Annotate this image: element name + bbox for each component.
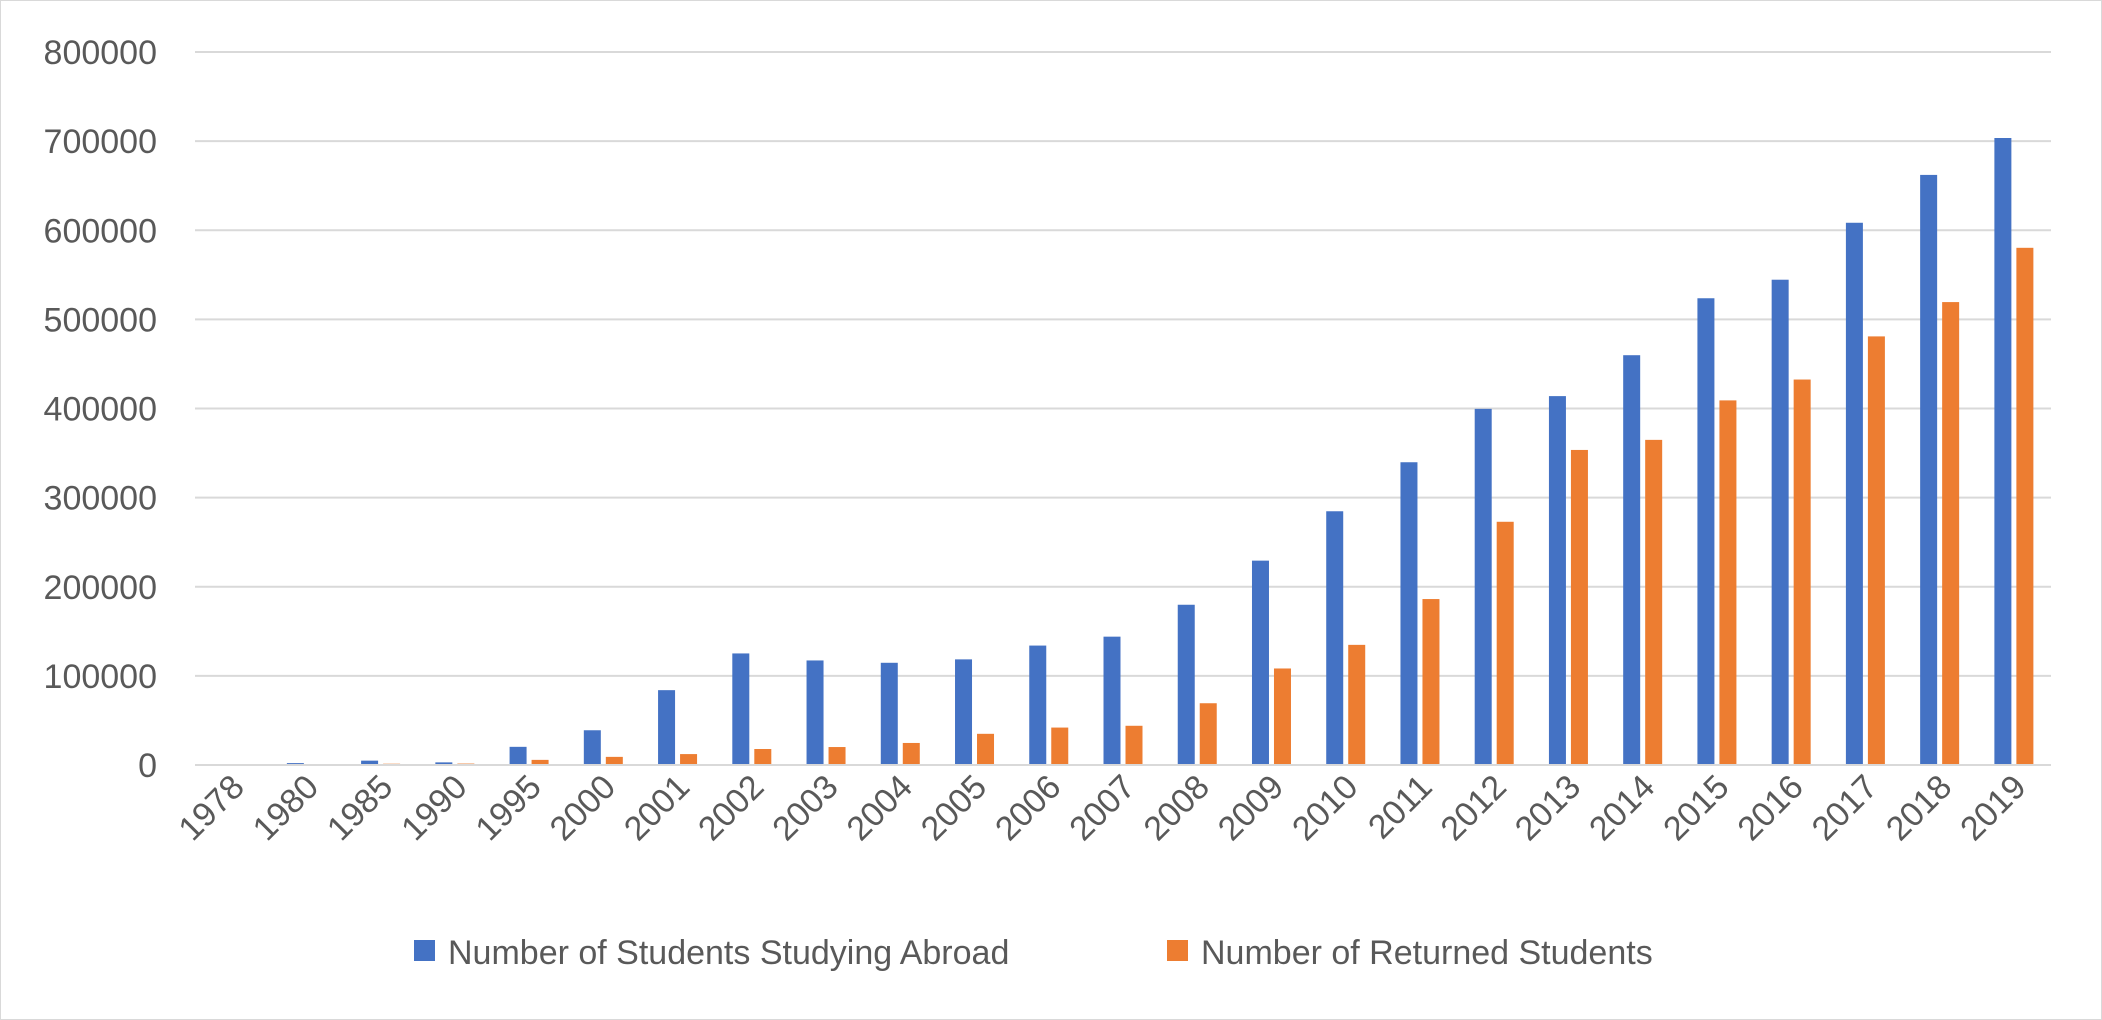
bar-studying-abroad-2000 [583,730,601,765]
x-tick-label: 2015 [1656,768,1736,848]
x-tick-label: 2009 [1211,768,1291,848]
bar-returned-2019 [2016,247,2034,766]
x-tick-label: 1995 [468,768,548,848]
bar-studying-abroad-2012 [1474,408,1492,765]
bar-studying-abroad-2007 [1103,636,1121,765]
x-tick-label: 1978 [171,768,251,848]
bar-studying-abroad-2008 [1177,604,1195,765]
bar-studying-abroad-2001 [658,690,676,765]
x-tick-label: 2013 [1508,768,1588,848]
bar-studying-abroad-2017 [1845,222,1863,766]
bar-studying-abroad-1985 [361,760,379,765]
bar-studying-abroad-2005 [955,659,973,765]
y-tick-label: 600000 [44,212,157,250]
bar-returned-2015 [1719,400,1737,765]
x-tick-label: 2007 [1062,768,1142,848]
y-tick-label: 100000 [44,658,157,696]
bars [195,138,2051,766]
x-tick-label: 2004 [840,768,920,848]
bar-returned-1995 [531,759,549,765]
x-tick-label: 2014 [1582,768,1662,848]
bar-returned-2007 [1125,725,1143,765]
legend: Number of Students Studying Abroad Number… [414,934,1653,972]
legend-swatch [414,940,435,961]
bar-studying-abroad-2004 [880,662,898,765]
x-tick-label: 2010 [1285,768,1365,848]
bar-returned-2005 [977,733,995,765]
y-tick-label: 700000 [44,123,157,161]
legend-label: Number of Students Studying Abroad [448,934,1009,972]
x-tick-label: 2018 [1879,768,1959,848]
y-tick-label: 800000 [44,34,157,72]
bar-studying-abroad-2009 [1251,560,1269,765]
x-tick-label: 1985 [320,768,400,848]
bar-returned-2011 [1422,599,1440,765]
bar-returned-2013 [1570,449,1588,765]
bar-returned-2016 [1793,379,1811,765]
bar-returned-2003 [828,747,846,765]
bar-studying-abroad-1990 [435,762,453,765]
x-tick-label: 2016 [1730,768,1810,848]
x-tick-label: 2002 [691,768,771,848]
x-tick-label: 2001 [617,768,697,848]
bar-studying-abroad-2006 [1029,645,1047,765]
bar-returned-2001 [680,754,698,765]
x-tick-label: 2019 [1953,768,2033,848]
bar-returned-2000 [605,756,623,765]
bar-studying-abroad-2018 [1920,174,1938,765]
bar-studying-abroad-2015 [1697,298,1715,765]
bar-studying-abroad-2002 [732,653,750,765]
bar-studying-abroad-2003 [806,660,824,765]
bar-studying-abroad-2011 [1400,462,1418,765]
x-tick-label: 2011 [1361,768,1440,847]
x-tick-label: 2006 [988,768,1068,848]
legend-swatch [1167,940,1188,961]
y-tick-label: 300000 [44,480,157,518]
bar-returned-2009 [1273,668,1291,765]
bar-returned-2008 [1199,703,1217,765]
x-tick-label: 1990 [394,768,474,848]
bar-studying-abroad-2019 [1994,138,2012,766]
bar-returned-2012 [1496,521,1514,765]
bar-studying-abroad-1995 [509,746,527,765]
gridlines [195,51,2051,766]
y-tick-label: 500000 [44,301,157,339]
x-tick-label: 2005 [914,768,994,848]
y-axis-ticks: 0 100000 200000 300000 400000 500000 600000 700… [44,34,157,785]
bar-returned-2018 [1942,302,1960,765]
bar-studying-abroad-2010 [1326,511,1344,765]
y-tick-label: 200000 [44,569,157,607]
x-tick-label: 2012 [1434,768,1514,848]
x-tick-label: 2003 [765,768,845,848]
bar-returned-2006 [1051,727,1069,765]
legend-label: Number of Returned Students [1201,934,1653,972]
x-tick-label: 2000 [543,768,623,848]
x-tick-label: 2017 [1805,768,1885,848]
bar-returned-2002 [754,749,772,765]
y-tick-label: 0 [138,747,157,785]
bar-studying-abroad-2013 [1548,396,1566,765]
bar-returned-2017 [1867,336,1885,765]
x-axis-ticks: 1978198019851990199520002001200220032004… [171,768,2033,848]
bar-studying-abroad-2016 [1771,279,1789,765]
bar-returned-2010 [1348,644,1366,765]
y-tick-label: 400000 [44,391,157,429]
x-tick-label: 1980 [246,768,326,848]
bar-returned-2004 [902,742,920,765]
x-tick-label: 2008 [1137,768,1217,848]
bar-returned-2014 [1645,439,1663,765]
bar-studying-abroad-2014 [1623,355,1641,765]
